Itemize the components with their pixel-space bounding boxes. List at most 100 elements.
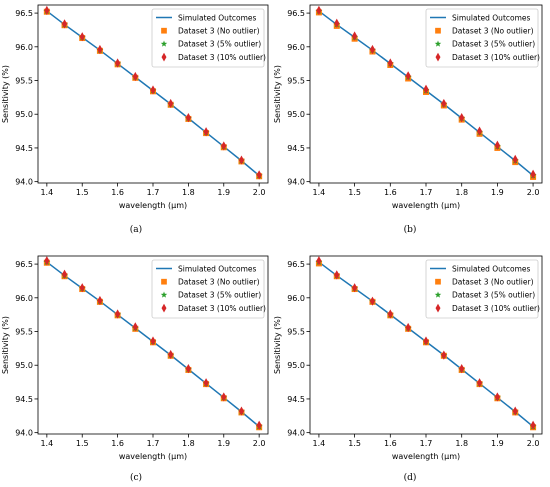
x-tick-label: 1.8 — [182, 439, 195, 448]
legend-marker-diamond — [161, 303, 167, 313]
data-point-diamond — [44, 256, 50, 266]
data-point-diamond — [115, 309, 121, 319]
data-point-diamond — [256, 170, 262, 180]
data-point-diamond — [150, 85, 156, 95]
y-tick-label: 96.0 — [15, 43, 33, 52]
x-tick-label: 1.7 — [147, 439, 160, 448]
legend-label: Dataset 3 (No outlier) — [452, 27, 534, 36]
x-tick-label: 1.7 — [420, 188, 433, 197]
data-point-diamond — [494, 140, 500, 150]
legend-label: Dataset 3 (10% outlier) — [178, 304, 266, 313]
data-point-diamond — [97, 295, 103, 306]
legend-label: Dataset 3 (No outlier) — [178, 27, 260, 36]
legend-label: Dataset 3 (10% outlier) — [452, 304, 540, 313]
x-tick-label: 1.4 — [40, 188, 53, 197]
x-tick-label: 1.6 — [384, 188, 397, 197]
legend-label: Simulated Outcomes — [178, 13, 257, 22]
x-axis-label: wavelength (µm) — [392, 201, 460, 210]
data-point-diamond — [387, 58, 393, 68]
data-point-diamond — [476, 126, 483, 136]
data-point-diamond — [476, 378, 483, 388]
x-tick-label: 1.5 — [348, 439, 361, 448]
x-tick-label: 1.4 — [40, 439, 53, 448]
legend: Simulated Outcomes Dataset 3 (No outlier)… — [425, 259, 540, 319]
data-point-diamond — [61, 269, 68, 279]
x-tick-label: 2.0 — [253, 439, 266, 448]
x-tick-label: 1.6 — [111, 188, 124, 197]
legend-label: Simulated Outcomes — [452, 13, 531, 22]
legend-marker-square — [161, 278, 167, 285]
data-point-diamond — [530, 420, 536, 430]
legend-label: Dataset 3 (5% outlier) — [452, 291, 535, 300]
legend-label: Dataset 3 (10% outlier) — [178, 53, 266, 62]
data-point-diamond — [512, 154, 518, 165]
x-tick-label: 1.9 — [217, 439, 230, 448]
y-axis-label: Sensitivity (%) — [273, 316, 282, 374]
chart-panel-2: 1.4 1.5 1.6 1.7 1.8 1.9 2.0 94.0 94.5 95.0 95.5 96.… — [273, 4, 543, 235]
data-point-diamond — [459, 112, 465, 123]
data-point-diamond — [185, 112, 191, 123]
legend-marker-square — [435, 278, 441, 285]
data-point-diamond — [132, 71, 138, 82]
data-point-diamond — [79, 283, 85, 293]
x-tick-label: 1.9 — [491, 188, 504, 197]
data-point-diamond — [387, 309, 393, 319]
y-tick-label: 95.0 — [15, 110, 33, 119]
y-tick-label: 96.5 — [287, 9, 305, 18]
data-point-diamond — [238, 406, 245, 416]
legend-box — [151, 259, 265, 319]
y-tick-label: 96.0 — [287, 294, 305, 303]
y-tick-label: 96.0 — [15, 294, 33, 303]
data-point-diamond — [530, 169, 536, 179]
panel-caption: (d) — [404, 472, 417, 483]
legend-box — [151, 8, 265, 68]
legend-marker-star — [434, 291, 442, 298]
legend-label: Dataset 3 (5% outlier) — [178, 40, 261, 49]
y-axis-label: Sensitivity (%) — [1, 316, 10, 374]
data-point-diamond — [423, 84, 429, 94]
legend-marker-square — [435, 27, 441, 34]
data-point-diamond — [441, 350, 447, 360]
legend-label: Dataset 3 (5% outlier) — [452, 40, 535, 49]
y-tick-label: 95.0 — [15, 361, 33, 370]
series-diamond — [44, 5, 262, 180]
data-point-diamond — [369, 44, 376, 55]
y-tick-label: 95.5 — [287, 328, 305, 337]
data-point-diamond — [352, 283, 358, 293]
x-tick-label: 1.6 — [384, 439, 397, 448]
x-axis-label: wavelength (µm) — [392, 452, 460, 461]
x-tick-label: 1.9 — [491, 439, 504, 448]
y-tick-label: 96.5 — [287, 260, 305, 269]
data-point-diamond — [405, 71, 411, 81]
data-point-diamond — [115, 58, 121, 68]
legend-label: Dataset 3 (10% outlier) — [452, 53, 540, 62]
data-point-diamond — [441, 98, 447, 109]
x-tick-label: 1.5 — [76, 439, 89, 448]
data-point-diamond — [423, 336, 429, 346]
x-tick-label: 1.5 — [76, 188, 89, 197]
legend-box — [425, 259, 539, 319]
legend: Simulated Outcomes Dataset 3 (No outlier)… — [425, 8, 540, 68]
legend-marker-diamond — [435, 303, 441, 313]
data-point-diamond — [168, 98, 174, 109]
legend-label: Dataset 3 (5% outlier) — [178, 291, 261, 300]
data-point-diamond — [203, 127, 209, 137]
panel-caption: (b) — [404, 224, 417, 235]
x-tick-label: 1.6 — [111, 439, 124, 448]
legend: Simulated Outcomes Dataset 3 (No outlier)… — [151, 8, 266, 68]
legend: Simulated Outcomes Dataset 3 (No outlier)… — [151, 259, 266, 319]
data-point-diamond — [238, 155, 245, 165]
x-tick-label: 1.7 — [147, 188, 160, 197]
legend-marker-star — [160, 40, 168, 47]
y-tick-label: 94.0 — [15, 429, 33, 438]
legend-label: Simulated Outcomes — [452, 264, 531, 273]
y-tick-label: 94.5 — [15, 144, 33, 153]
x-tick-label: 2.0 — [527, 439, 540, 448]
x-tick-label: 1.4 — [313, 439, 326, 448]
data-point-diamond — [61, 19, 68, 29]
x-tick-label: 2.0 — [527, 188, 540, 197]
series-diamond — [316, 5, 536, 179]
x-tick-label: 1.7 — [420, 439, 433, 448]
y-axis-label: Sensitivity (%) — [273, 65, 282, 123]
